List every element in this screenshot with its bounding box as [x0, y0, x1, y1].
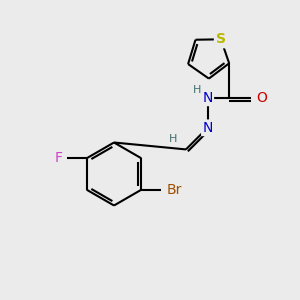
- Text: S: S: [216, 32, 226, 46]
- Text: H: H: [193, 85, 201, 95]
- Text: Br: Br: [166, 183, 182, 197]
- Text: O: O: [256, 91, 267, 105]
- Text: F: F: [55, 151, 63, 165]
- Text: H: H: [169, 134, 178, 144]
- Text: N: N: [202, 121, 213, 135]
- Text: N: N: [202, 91, 213, 105]
